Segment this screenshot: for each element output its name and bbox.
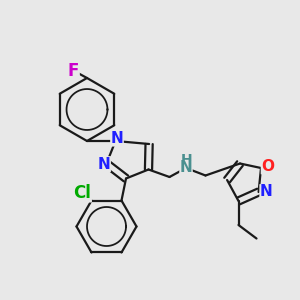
Text: N: N <box>111 131 123 146</box>
Text: N: N <box>98 157 110 172</box>
Text: F: F <box>68 61 79 80</box>
Text: H: H <box>181 153 193 166</box>
Text: N: N <box>260 184 272 200</box>
Text: O: O <box>261 159 274 174</box>
Text: Cl: Cl <box>74 184 92 202</box>
Text: N: N <box>180 160 192 175</box>
